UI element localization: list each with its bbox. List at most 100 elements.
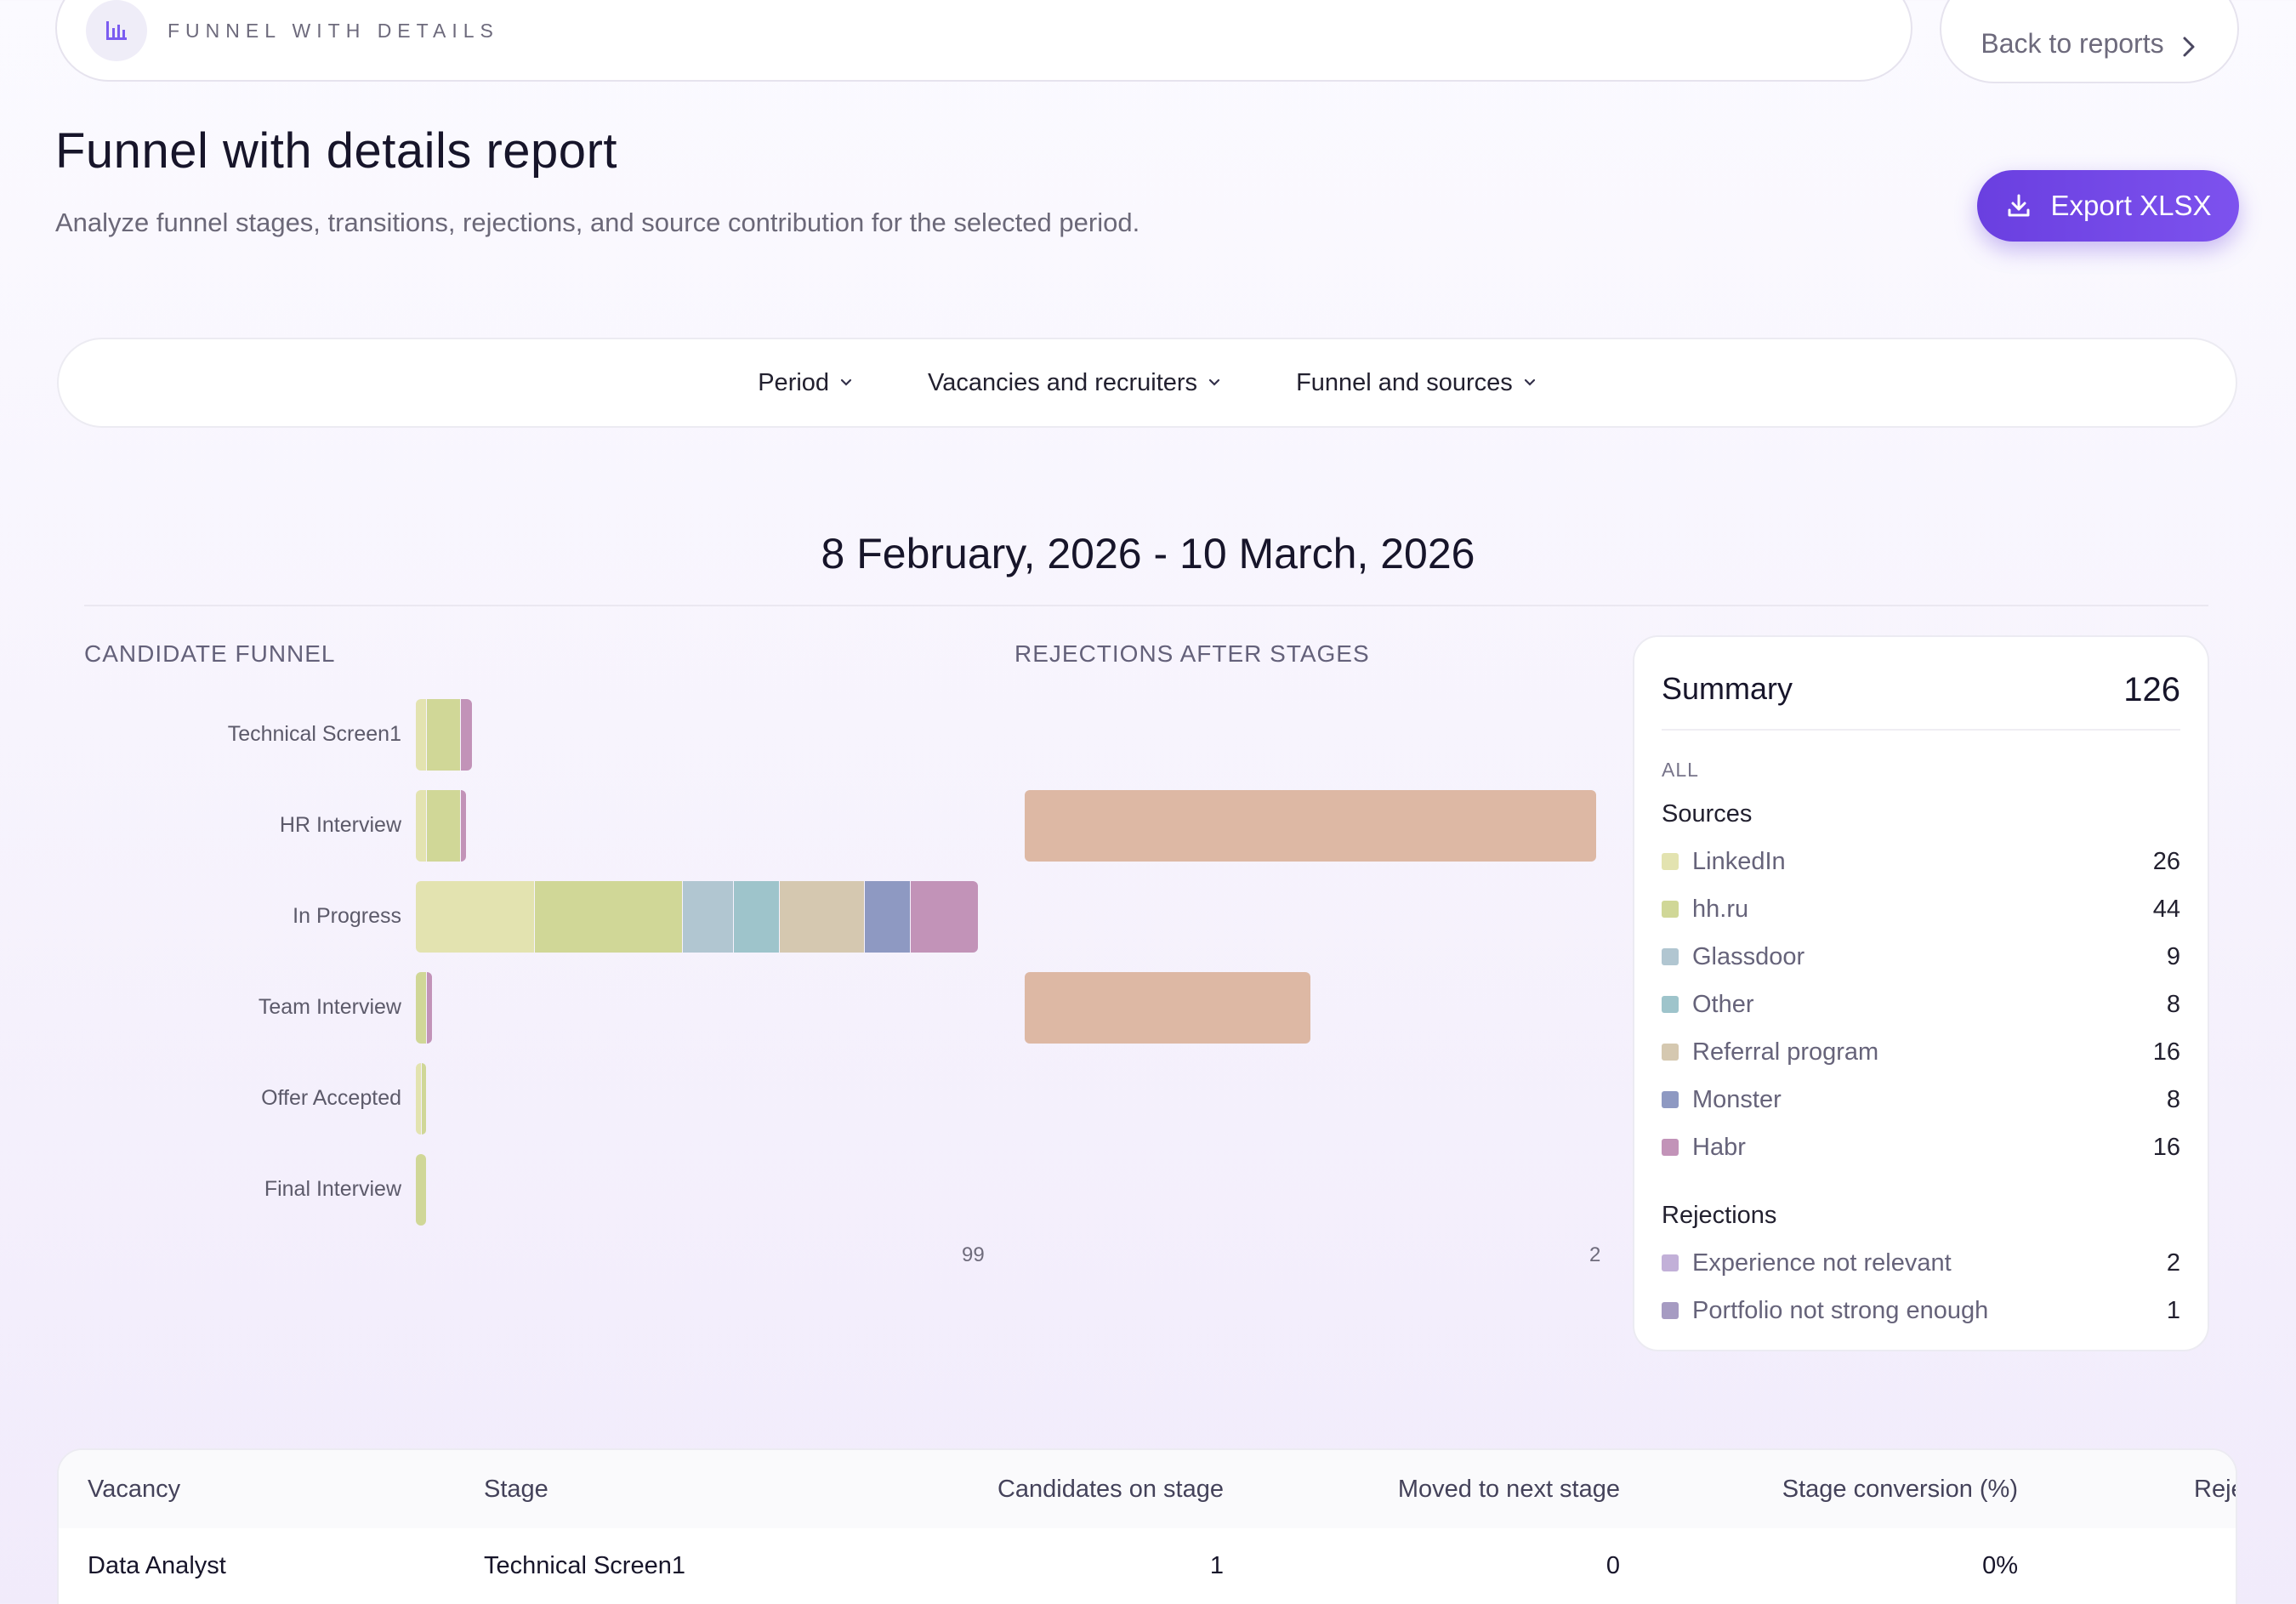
- download-icon: [2008, 194, 2030, 217]
- legend-value: 16: [2152, 1038, 2180, 1066]
- rejections-heading: Rejections: [1662, 1202, 1777, 1229]
- legend-label: Portfolio not strong enough: [1692, 1296, 1989, 1324]
- funnel-bar-hh-ru[interactable]: [427, 699, 461, 771]
- export-xlsx-label: Export XLSX: [2050, 190, 2212, 221]
- funnel-stage-label: Technical Screen1: [227, 722, 401, 746]
- filter-funnel-label: Funnel and sources: [1296, 368, 1513, 396]
- source-row-monster[interactable]: Monster 8: [1662, 1083, 2180, 1117]
- legend-label: Glassdoor: [1692, 942, 1805, 970]
- filter-period-label: Period: [758, 368, 830, 396]
- chevron-down-icon: [840, 378, 852, 386]
- legend-label: Experience not relevant: [1692, 1249, 1952, 1277]
- summary-title: Summary: [1662, 671, 1793, 706]
- filter-vacancies-recruiters[interactable]: Vacancies and recruiters: [890, 369, 1259, 397]
- filter-funnel-sources[interactable]: Funnel and sources: [1259, 369, 1574, 397]
- column-header: Stage conversion (%): [1782, 1476, 2018, 1503]
- legend-swatch: [1662, 1254, 1679, 1271]
- legend-swatch: [1662, 1044, 1679, 1061]
- breadcrumb-label: FUNNEL WITH DETAILS: [168, 20, 499, 42]
- legend-swatch: [1662, 1139, 1679, 1156]
- legend-value: 8: [2166, 1085, 2180, 1113]
- legend-value: 9: [2166, 942, 2180, 970]
- source-row-referral-program[interactable]: Referral program 16: [1662, 1035, 2180, 1069]
- funnel-bar-hh-ru[interactable]: [416, 1154, 427, 1226]
- bar-chart-icon: [86, 0, 147, 61]
- legend-label: Referral program: [1692, 1038, 1879, 1066]
- legend-swatch: [1662, 853, 1679, 870]
- column-header: Moved to next stage: [1397, 1476, 1620, 1503]
- summary-scope: ALL: [1662, 759, 1699, 781]
- funnel-bar-linkedin[interactable]: [416, 881, 535, 953]
- legend-label: Monster: [1692, 1085, 1782, 1113]
- breadcrumb: FUNNEL WITH DETAILS: [55, 0, 1912, 82]
- legend-value: 44: [2152, 895, 2180, 923]
- funnel-bar-hh-ru[interactable]: [535, 881, 683, 953]
- funnel-stage-label: Final Interview: [264, 1177, 401, 1201]
- sources-heading: Sources: [1662, 800, 1753, 828]
- legend-label: hh.ru: [1692, 895, 1749, 923]
- table-header: Vacancy Stage Candidates on stage Moved …: [59, 1450, 2236, 1528]
- cell-conversion: 0%: [1982, 1552, 2018, 1579]
- rejection-row-portfolio-not-strong-enough[interactable]: Portfolio not strong enough 1: [1662, 1294, 2180, 1328]
- funnel-bar-habr[interactable]: [461, 790, 467, 862]
- funnel-bar-hh-ru[interactable]: [421, 1063, 427, 1135]
- funnel-bar-linkedin[interactable]: [416, 699, 427, 771]
- period-range: 8 February, 2026 - 10 March, 2026: [821, 530, 1475, 577]
- source-row-linkedin[interactable]: LinkedIn 26: [1662, 845, 2180, 879]
- funnel-bar-habr[interactable]: [461, 699, 472, 771]
- legend-value: 26: [2152, 847, 2180, 875]
- source-row-habr[interactable]: Habr 16: [1662, 1130, 2180, 1164]
- legend-value: 16: [2152, 1133, 2180, 1161]
- funnel-chart-title: CANDIDATE FUNNEL: [84, 640, 336, 667]
- divider: [84, 605, 2208, 606]
- funnel-axis-tick: 99: [962, 1243, 985, 1266]
- chevron-right-icon: [2183, 37, 2195, 57]
- legend-value: 2: [2166, 1249, 2180, 1277]
- funnel-bar-monster[interactable]: [865, 881, 910, 953]
- cell-vacancy: Data Analyst: [88, 1552, 226, 1579]
- filter-bar: Period Vacancies and recruiters Funnel a…: [57, 338, 2237, 428]
- funnel-bar-other[interactable]: [734, 881, 779, 953]
- funnel-bar-referral-program[interactable]: [779, 881, 865, 953]
- chevron-down-icon: [1208, 378, 1220, 386]
- funnel-details-table: Vacancy Stage Candidates on stage Moved …: [57, 1448, 2237, 1604]
- column-header: Candidates on stage: [997, 1476, 1224, 1503]
- legend-swatch: [1662, 1302, 1679, 1319]
- funnel-bar-linkedin[interactable]: [416, 1063, 421, 1135]
- rejection-row-experience-not-relevant[interactable]: Experience not relevant 2: [1662, 1246, 2180, 1280]
- cell-moved: 0: [1605, 1552, 1620, 1579]
- rejections-chart-title: REJECTIONS AFTER STAGES: [1014, 640, 1370, 667]
- cell-candidates: 1: [1209, 1552, 1224, 1579]
- summary-card: Summary 126 ALL Sources LinkedIn 26 hh.ru 4…: [1633, 635, 2209, 1351]
- legend-swatch: [1662, 1091, 1679, 1108]
- funnel-stage-label: In Progress: [293, 904, 401, 928]
- rejection-bar-team-interview[interactable]: [1025, 972, 1310, 1044]
- funnel-bar-habr[interactable]: [427, 972, 433, 1044]
- column-header: Stage: [484, 1476, 548, 1503]
- funnel-bar-glassdoor[interactable]: [683, 881, 734, 953]
- column-header: Reje: [2194, 1476, 2236, 1503]
- funnel-bar-hh-ru[interactable]: [416, 972, 427, 1044]
- summary-total: 126: [2123, 671, 2180, 708]
- legend-label: Habr: [1692, 1133, 1746, 1161]
- source-row-other[interactable]: Other 8: [1662, 987, 2180, 1021]
- source-row-hh-ru[interactable]: hh.ru 44: [1662, 892, 2180, 926]
- funnel-stage-label: Team Interview: [258, 995, 401, 1019]
- back-to-reports-label: Back to reports: [1981, 28, 2164, 59]
- export-xlsx-button[interactable]: Export XLSX: [1977, 170, 2239, 242]
- back-to-reports-button[interactable]: Back to reports: [1940, 0, 2239, 83]
- funnel-bar-hh-ru[interactable]: [427, 790, 461, 862]
- funnel-bar-linkedin[interactable]: [416, 790, 427, 862]
- legend-swatch: [1662, 901, 1679, 918]
- funnel-bar-habr[interactable]: [910, 881, 978, 953]
- filter-period[interactable]: Period: [720, 369, 890, 397]
- source-row-glassdoor[interactable]: Glassdoor 9: [1662, 940, 2180, 974]
- page-subtitle: Analyze funnel stages, transitions, reje…: [55, 208, 1140, 237]
- chevron-down-icon: [1524, 378, 1535, 386]
- legend-label: Other: [1692, 990, 1754, 1018]
- legend-value: 8: [2166, 990, 2180, 1018]
- legend-label: LinkedIn: [1692, 847, 1786, 875]
- cell-stage: Technical Screen1: [484, 1552, 685, 1579]
- filter-vacancies-label: Vacancies and recruiters: [928, 368, 1198, 396]
- rejection-bar-hr-interview[interactable]: [1025, 790, 1596, 862]
